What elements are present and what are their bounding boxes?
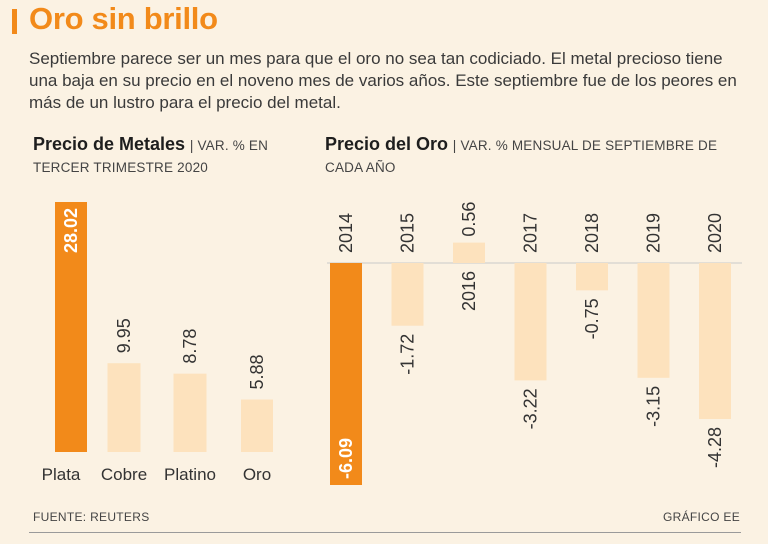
gold-bar [330, 263, 362, 485]
metal-category-label: Plata [42, 465, 81, 484]
metal-bar [55, 202, 87, 452]
metal-bar [241, 399, 273, 452]
bottom-rule [29, 532, 741, 533]
gold-year-label: 2015 [398, 213, 418, 253]
gold-bar [576, 263, 608, 291]
metals-chart-subtitle: | VAR. % EN TERCER TRIMESTRE 2020 [33, 138, 269, 175]
gold-year-label: 2014 [336, 213, 356, 253]
gold-year-label: 2017 [521, 213, 541, 253]
metal-category-label: Cobre [101, 465, 147, 484]
intro-paragraph: Septiembre parece ser un mes para que el… [29, 49, 737, 112]
gold-chart-heading: Precio del Oro | VAR. % MENSUAL DE SEPTI… [325, 134, 745, 178]
gold-value-label: 0.56 [459, 202, 479, 237]
metals-chart-title: Precio de Metales [33, 134, 186, 154]
source-note: FUENTE: REUTERS [33, 510, 150, 524]
gold-chart-title: Precio del Oro [325, 134, 449, 154]
gold-value-label: -4.28 [705, 427, 725, 468]
gold-chart-subtitle: | VAR. % MENSUAL DE SEPTIEMBRE DE CADA A… [325, 138, 718, 175]
gold-value-label: -3.22 [521, 388, 541, 429]
gold-year-label: 2020 [705, 213, 725, 253]
metal-category-label: Platino [164, 465, 216, 484]
metal-bar [107, 363, 141, 452]
graphic-credit: GRÁFICO EE [662, 510, 740, 524]
gold-year-label: 2019 [644, 213, 664, 253]
gold-bar [514, 263, 547, 381]
metal-value-label: 8.78 [180, 329, 200, 364]
gold-bar [453, 242, 485, 263]
metal-value-label: 5.88 [247, 354, 267, 389]
gold-value-label: -0.75 [582, 298, 602, 339]
metals-chart-heading: Precio de Metales | VAR. % EN TERCER TRI… [33, 134, 293, 178]
gold-value-label: -1.72 [398, 334, 418, 375]
gold-value-label: -3.15 [644, 386, 664, 427]
metal-category-label: Oro [243, 465, 271, 484]
title-accent-mark [12, 9, 17, 34]
page-title: Oro sin brillo [29, 1, 218, 36]
gold-bar [637, 263, 670, 378]
gold-value-label: -6.09 [336, 438, 356, 479]
gold-year-label: 2016 [459, 271, 479, 311]
metal-bar [173, 373, 207, 452]
metal-value-label: 28.02 [61, 208, 81, 253]
gold-bar [699, 263, 731, 420]
gold-year-label: 2018 [582, 213, 602, 253]
gold-bar [391, 263, 424, 326]
metal-value-label: 9.95 [114, 318, 134, 353]
